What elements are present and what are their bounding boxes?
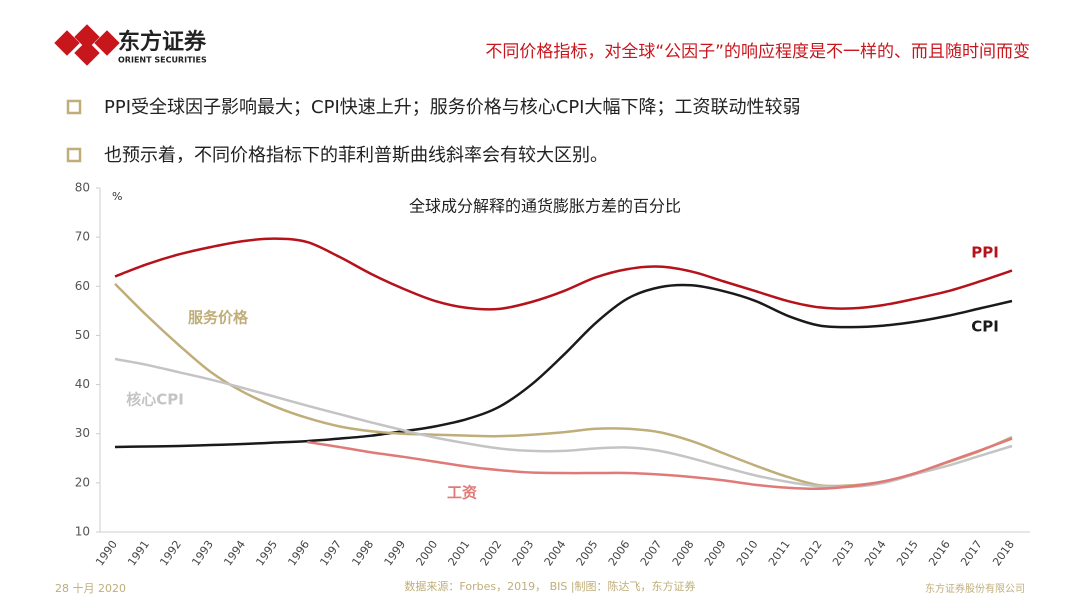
- x-tick-label: 2001: [446, 538, 473, 568]
- logo-mark: [54, 24, 120, 66]
- series-line: [114, 283, 1013, 449]
- x-tick-label: 2003: [510, 538, 537, 568]
- x-tick-label: 2004: [542, 538, 569, 568]
- bullet: 也预示着，不同价格指标下的菲利普斯曲线斜率会有较大区别。: [104, 145, 608, 166]
- series-line: [307, 437, 1013, 491]
- series-label: PPI: [971, 244, 999, 262]
- x-tick-label: 1993: [189, 538, 216, 568]
- y-unit: %: [112, 190, 122, 203]
- x-tick-label: 1999: [382, 538, 409, 568]
- series-label: 服务价格: [188, 309, 249, 327]
- x-tick-label: 2009: [702, 538, 729, 568]
- x-tick-label: 2000: [414, 538, 441, 568]
- x-tick-label: 2018: [990, 538, 1017, 568]
- x-tick-label: 2011: [766, 538, 793, 568]
- bullet: PPI受全球因子影响最大；CPI快速上升；服务价格与核心CPI大幅下降；工资联动…: [104, 97, 800, 118]
- x-tick-label: 2012: [798, 538, 825, 568]
- x-tick-label: 1998: [349, 538, 376, 568]
- x-tick-label: 2010: [734, 538, 761, 568]
- x-tick-label: 2008: [670, 538, 697, 568]
- x-tick-label: 1991: [125, 538, 152, 568]
- series-line: [114, 282, 1013, 488]
- x-tick-label: 1995: [253, 538, 280, 568]
- logo-en: ORIENT SECURITIES: [118, 56, 207, 65]
- x-tick-label: 2005: [574, 538, 601, 568]
- y-tick-label: 50: [75, 328, 90, 342]
- y-tick-label: 80: [75, 181, 90, 195]
- slide-title: 不同价格指标，对全球“公因子”的响应程度是不一样的、而且随时间而变: [485, 42, 1030, 62]
- x-tick-label: 2014: [862, 538, 889, 568]
- x-tick-label: 1994: [221, 538, 248, 568]
- series-label: 核心CPI: [126, 391, 184, 409]
- y-tick-label: 70: [75, 230, 90, 244]
- footer-source: 数据来源：Forbes，2019， BIS |制图：陈达飞，东方证券: [404, 579, 695, 593]
- x-tick-label: 1992: [157, 538, 184, 568]
- series-line: [114, 357, 1013, 489]
- chart-title: 全球成分解释的通货膨胀方差的百分比: [409, 197, 681, 216]
- footer-company: 东方证券股份有限公司: [925, 582, 1025, 595]
- y-tick-label: 10: [75, 525, 90, 539]
- x-tick-label: 2002: [478, 538, 505, 568]
- x-tick-label: 2013: [830, 538, 857, 568]
- x-tick-label: 2016: [926, 538, 953, 568]
- x-tick-label: 2007: [638, 538, 665, 568]
- y-tick-label: 20: [75, 475, 90, 489]
- y-tick-label: 60: [75, 279, 90, 293]
- series-line: [114, 237, 1013, 311]
- y-tick-label: 30: [75, 426, 90, 440]
- x-tick-label: 1990: [93, 538, 120, 568]
- x-tick-label: 2017: [958, 538, 985, 568]
- x-tick-label: 2006: [606, 538, 633, 568]
- bullet-icon: [66, 99, 82, 115]
- series-label: 工资: [447, 484, 477, 502]
- footer-date: 28 十月 2020: [55, 581, 126, 595]
- bullet-icon: [66, 147, 82, 163]
- y-tick-label: 40: [75, 377, 90, 391]
- x-tick-label: 1996: [285, 538, 312, 568]
- series-label: CPI: [971, 318, 999, 336]
- x-tick-label: 1997: [317, 538, 344, 568]
- logo-cn: 东方证券: [118, 29, 207, 55]
- x-tick-label: 2015: [894, 538, 921, 568]
